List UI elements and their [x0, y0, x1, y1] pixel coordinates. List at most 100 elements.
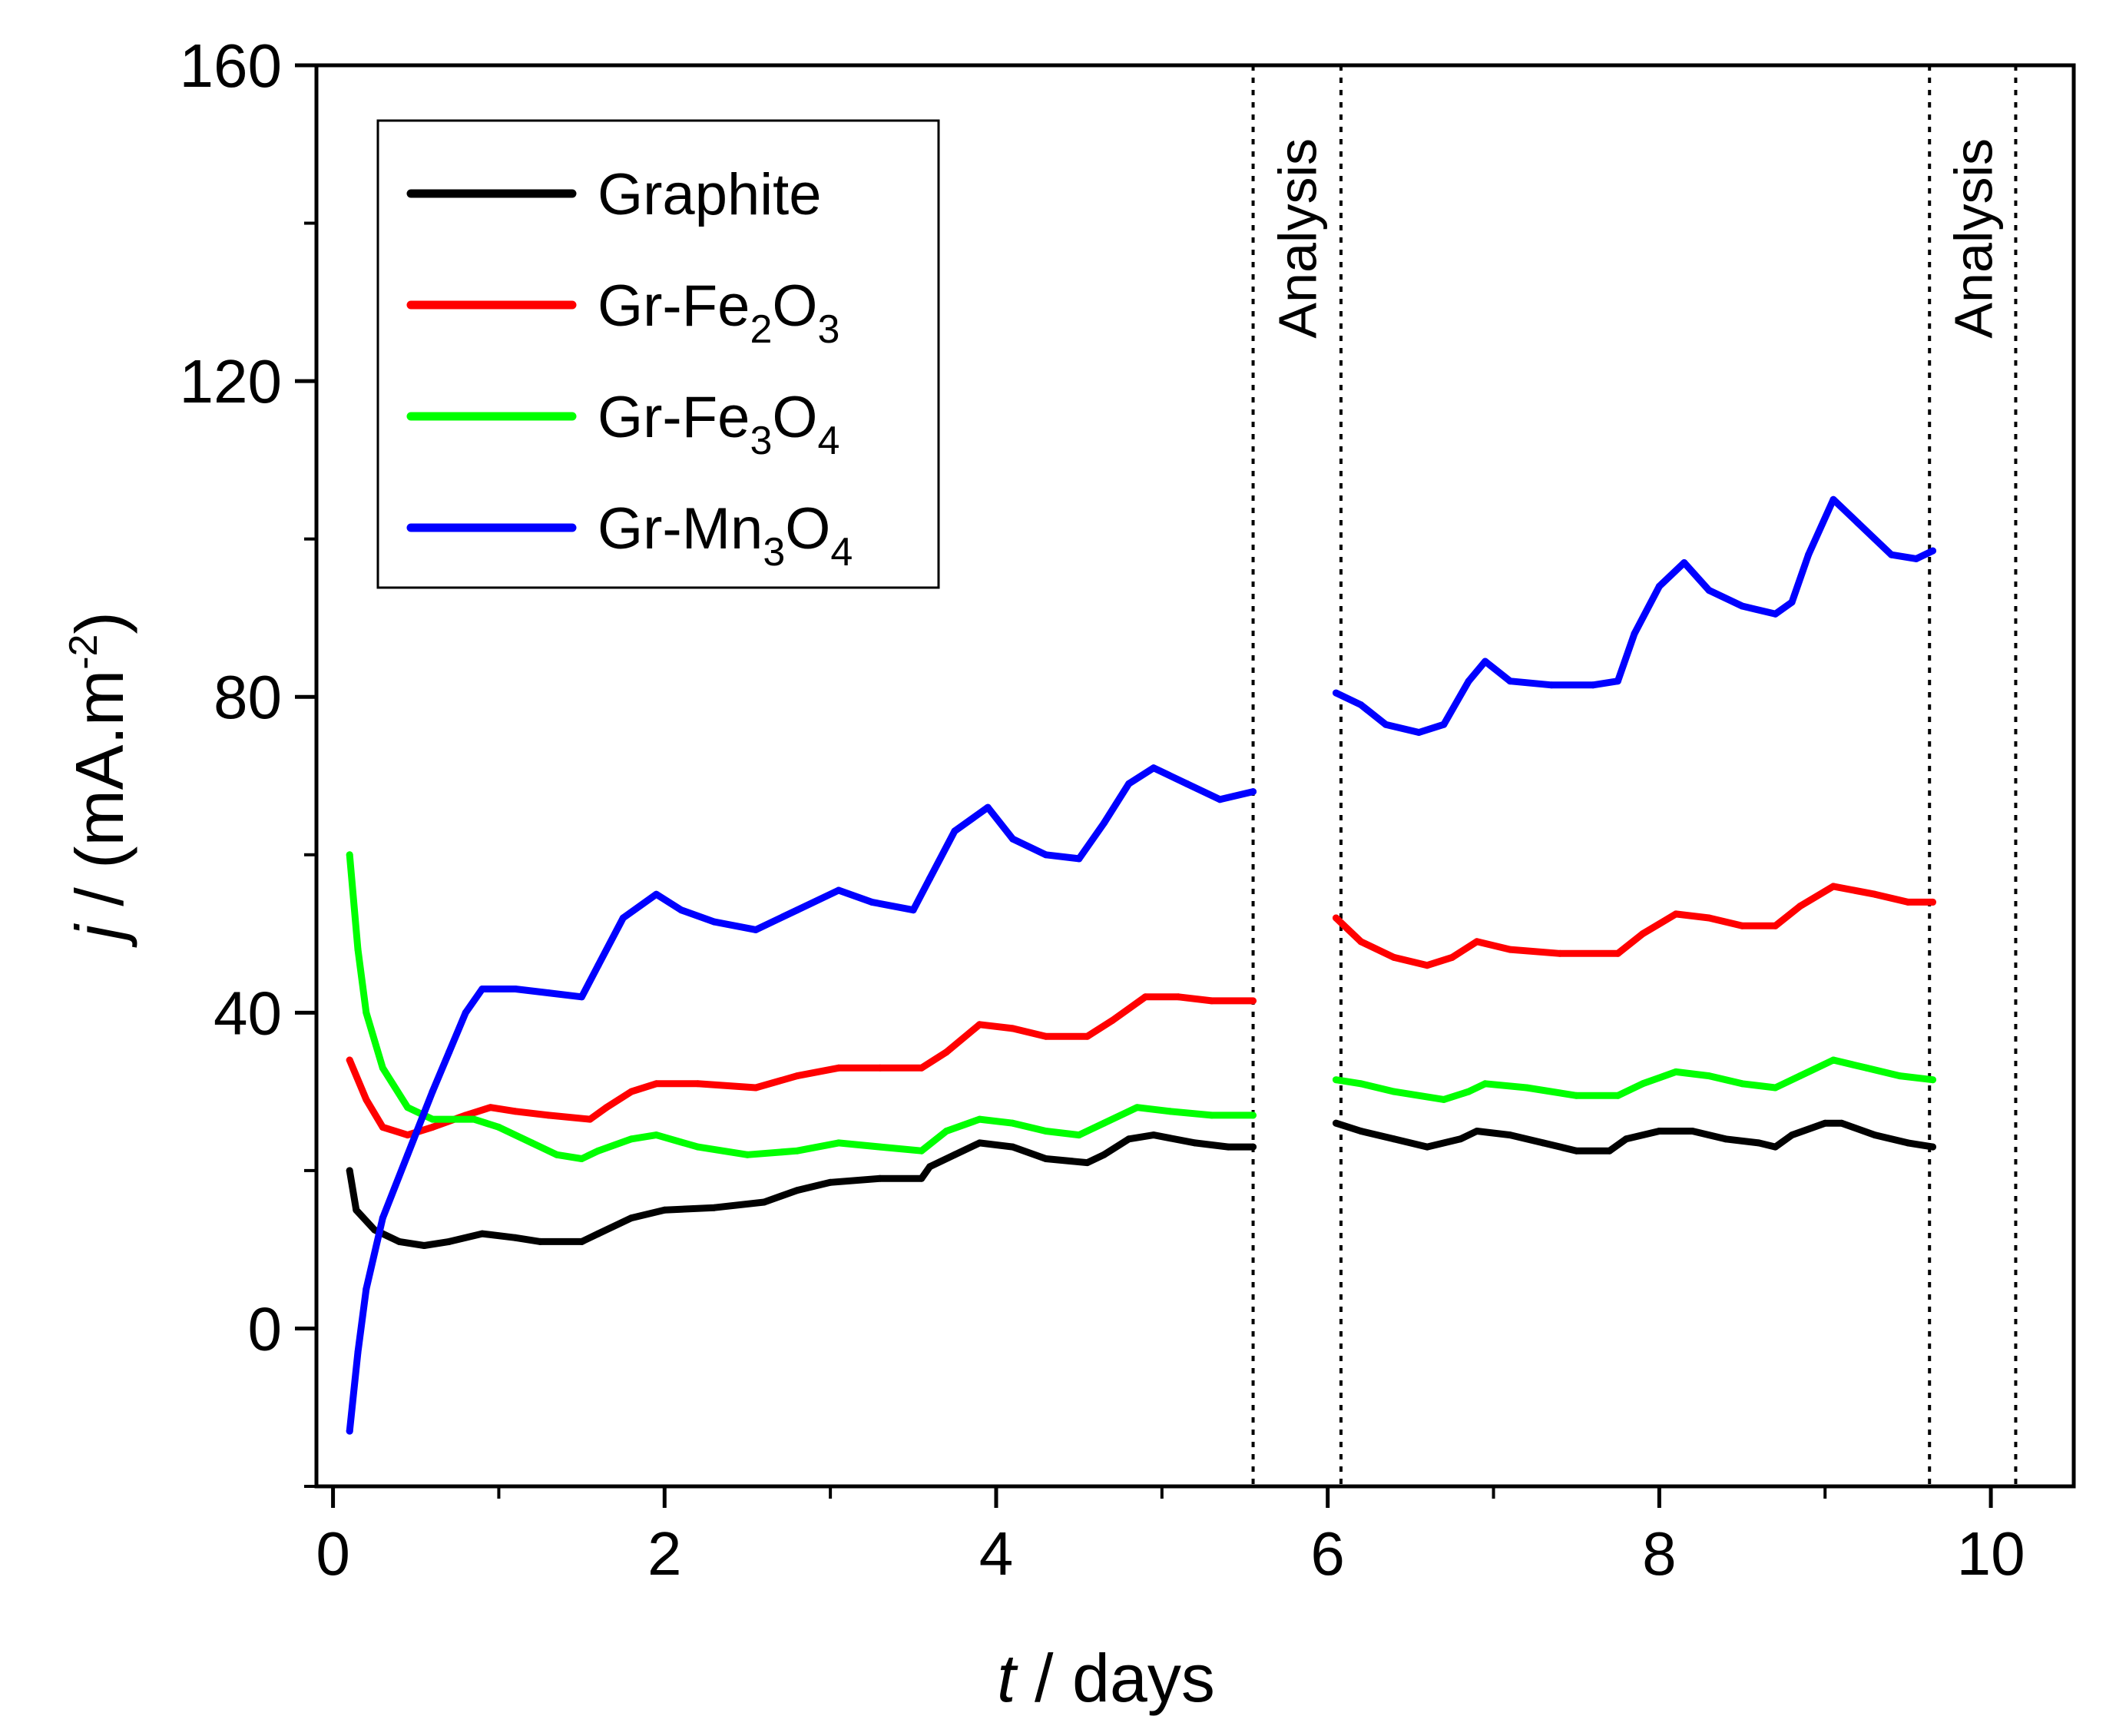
data-point-4-1-30 [1125, 780, 1133, 787]
data-point-4-2-21 [1854, 519, 1862, 527]
data-point-1-1-25 [1084, 1159, 1091, 1167]
data-point-3-2-10 [1639, 1080, 1647, 1088]
data-point-4-2-2 [1357, 701, 1365, 708]
data-point-4-1-3 [363, 1285, 370, 1293]
data-point-4-1-32 [1183, 780, 1190, 787]
data-point-3-1-29 [1208, 1112, 1216, 1119]
series-line-3-2 [1333, 1056, 1936, 1103]
data-point-4-2-20 [1830, 495, 1837, 503]
data-point-3-1-3 [363, 1009, 370, 1016]
x-tick-label-1: 2 [647, 1519, 682, 1588]
data-point-4-1-4 [379, 1214, 386, 1222]
data-point-3-1-13 [627, 1135, 635, 1143]
y-axis-variable: j [61, 923, 137, 948]
data-point-4-2-1 [1333, 689, 1339, 697]
data-point-1-1-14 [710, 1204, 718, 1211]
series-line-1-2 [1333, 1119, 1936, 1155]
data-point-2-1-4 [404, 1131, 412, 1139]
data-point-2-1-15 [752, 1084, 760, 1092]
data-point-4-1-27 [1042, 851, 1050, 859]
series-line-4-1 [346, 764, 1257, 1435]
data-point-3-2-6 [1482, 1080, 1489, 1088]
data-point-4-2-19 [1805, 551, 1813, 558]
data-point-4-2-18 [1788, 598, 1796, 606]
x-tick-label-5: 10 [1957, 1519, 2025, 1588]
data-point-2-2-14 [1772, 922, 1779, 929]
data-point-1-1-16 [793, 1187, 801, 1194]
data-point-2-2-12 [1705, 914, 1713, 922]
data-point-4-1-34 [1250, 788, 1257, 796]
data-point-4-1-14 [619, 914, 627, 922]
series-line-4-2 [1333, 495, 1936, 736]
legend: Graphite Gr-Fe2O3 Gr-Fe3O4 Gr-Mn3O4 [376, 119, 940, 589]
y-tick-label-0: 0 [248, 1294, 283, 1363]
data-point-4-2-24 [1929, 547, 1936, 555]
analysis-regions: Analysis Analysis [1251, 65, 2018, 1486]
data-point-1-1-20 [926, 1163, 934, 1171]
data-point-2-1-13 [653, 1080, 660, 1088]
data-point-4-2-22 [1888, 551, 1896, 558]
data-point-4-1-6 [429, 1088, 436, 1095]
plot-frame [314, 63, 2076, 1489]
data-point-2-2-11 [1672, 910, 1680, 918]
data-point-2-1-23 [1042, 1032, 1050, 1040]
data-point-1-2-18 [1821, 1119, 1829, 1127]
legend-label-1: Graphite [598, 162, 822, 227]
series-1 [346, 1119, 1936, 1249]
data-point-2-2-8 [1556, 949, 1564, 957]
data-point-1-1-4 [396, 1237, 403, 1245]
data-point-3-2-7 [1523, 1084, 1531, 1092]
data-point-2-2-9 [1614, 949, 1621, 957]
data-point-3-2-12 [1705, 1072, 1713, 1080]
data-point-3-1-8 [495, 1123, 502, 1131]
data-point-3-1-18 [835, 1139, 843, 1147]
data-point-2-2-7 [1506, 946, 1514, 953]
data-point-1-2-16 [1772, 1143, 1779, 1151]
data-point-4-2-9 [1548, 681, 1555, 689]
x-tick-label-2: 4 [979, 1519, 1014, 1588]
data-point-3-2-1 [1333, 1076, 1339, 1084]
data-point-4-1-18 [752, 926, 760, 933]
data-point-1-1-29 [1191, 1139, 1199, 1147]
x-tick-label-4: 8 [1642, 1519, 1677, 1588]
data-point-3-1-5 [404, 1104, 412, 1112]
data-point-2-2-10 [1639, 930, 1647, 938]
data-point-1-1-5 [420, 1242, 428, 1249]
data-point-2-1-5 [429, 1123, 436, 1131]
y-tick-label-2: 80 [214, 663, 282, 731]
data-point-1-1-6 [445, 1237, 453, 1245]
data-point-3-1-2 [354, 946, 362, 953]
data-point-4-1-11 [545, 989, 552, 997]
data-point-4-1-33 [1216, 796, 1224, 803]
y-axis-unit-superscript: -2 [61, 634, 106, 670]
data-point-2-1-25 [1108, 1017, 1116, 1025]
legend-box [376, 119, 940, 589]
data-point-1-1-19 [918, 1174, 926, 1182]
data-point-3-1-25 [1075, 1131, 1083, 1139]
data-point-2-1-22 [1009, 1025, 1017, 1032]
data-point-4-1-17 [710, 918, 718, 926]
x-axis-unit: / days [1016, 1640, 1215, 1716]
data-point-4-2-6 [1465, 678, 1472, 685]
data-point-1-2-9 [1573, 1147, 1580, 1155]
data-point-1-2-12 [1655, 1128, 1663, 1135]
data-point-1-2-2 [1357, 1128, 1365, 1135]
data-point-1-1-18 [876, 1174, 884, 1182]
data-point-1-1-31 [1250, 1143, 1257, 1151]
data-point-2-2-17 [1871, 890, 1879, 898]
data-point-4-1-16 [677, 906, 685, 914]
data-point-3-2-2 [1357, 1080, 1365, 1088]
data-point-4-2-7 [1482, 658, 1489, 665]
data-point-3-1-24 [1042, 1128, 1050, 1135]
data-point-1-2-11 [1622, 1135, 1630, 1143]
data-point-4-1-21 [868, 898, 876, 906]
data-point-3-1-20 [918, 1147, 926, 1155]
data-point-1-1-8 [512, 1234, 519, 1241]
data-point-1-1-22 [975, 1139, 983, 1147]
data-point-3-1-30 [1250, 1112, 1257, 1119]
x-axis-variable: t [997, 1640, 1018, 1716]
data-point-1-2-8 [1539, 1139, 1547, 1147]
data-point-2-1-12 [627, 1088, 635, 1095]
data-point-3-1-23 [1009, 1119, 1017, 1127]
data-point-3-1-27 [1134, 1104, 1141, 1112]
